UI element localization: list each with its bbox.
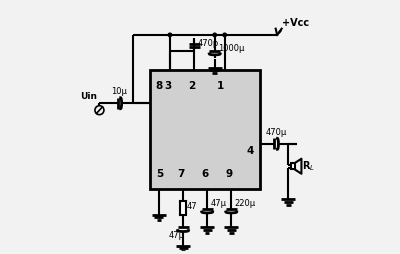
Text: 47μ: 47μ xyxy=(210,199,226,208)
Bar xyxy=(291,163,294,169)
Text: 47μ: 47μ xyxy=(168,231,184,240)
Text: 470p: 470p xyxy=(198,39,219,48)
Text: Uin: Uin xyxy=(80,92,98,101)
Text: 470μ: 470μ xyxy=(265,128,286,137)
Text: 47: 47 xyxy=(187,202,198,211)
Circle shape xyxy=(168,33,172,37)
Text: 5: 5 xyxy=(156,169,163,179)
Text: 9: 9 xyxy=(226,169,233,179)
Text: R$_L$: R$_L$ xyxy=(302,159,315,173)
Text: 10μ: 10μ xyxy=(111,87,127,96)
Bar xyxy=(150,70,260,189)
Text: 2: 2 xyxy=(188,81,196,91)
Text: 1000μ: 1000μ xyxy=(218,44,244,53)
Text: 8: 8 xyxy=(156,81,163,91)
Text: 3: 3 xyxy=(164,81,172,91)
Text: 7: 7 xyxy=(178,169,185,179)
Text: 4: 4 xyxy=(247,146,254,156)
Text: 1: 1 xyxy=(217,81,224,91)
Circle shape xyxy=(213,33,216,37)
Bar xyxy=(180,201,186,215)
Text: 220μ: 220μ xyxy=(234,199,256,208)
Text: +Vcc: +Vcc xyxy=(282,18,309,28)
Text: 6: 6 xyxy=(202,169,209,179)
Circle shape xyxy=(223,33,226,37)
